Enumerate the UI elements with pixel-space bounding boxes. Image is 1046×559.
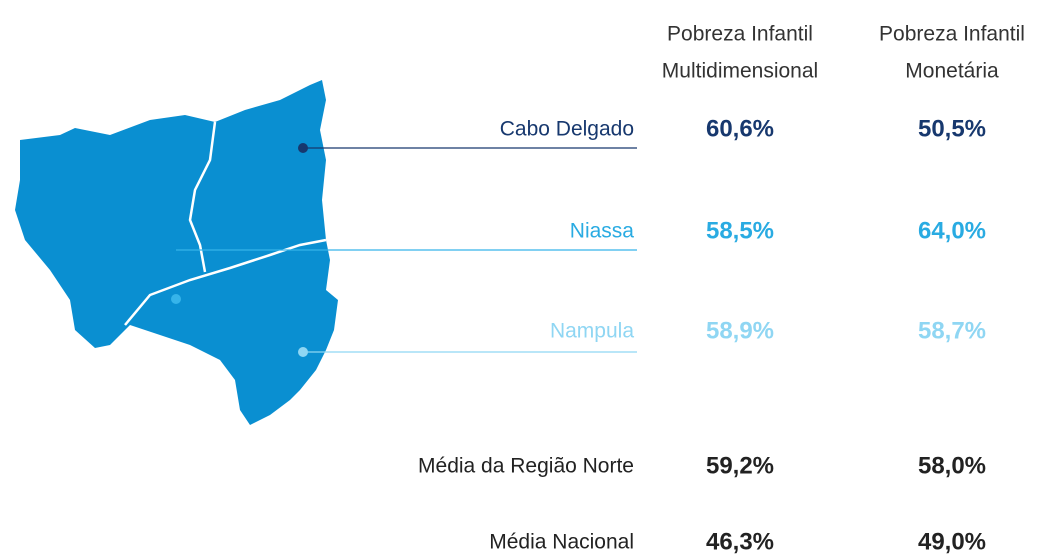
map bbox=[15, 80, 637, 425]
row-value: 58,5% bbox=[706, 217, 774, 244]
niassa-dot bbox=[171, 294, 181, 304]
row-value: 58,9% bbox=[706, 317, 774, 344]
row-value: 60,6% bbox=[706, 115, 774, 142]
column-header: Pobreza Infantil bbox=[667, 23, 813, 46]
row-label: Média da Região Norte bbox=[418, 455, 634, 478]
column-header: Monetária bbox=[905, 60, 999, 83]
row-label: Média Nacional bbox=[489, 531, 634, 554]
row-value: 59,2% bbox=[706, 452, 774, 479]
row-label: Nampula bbox=[550, 320, 634, 343]
row-value: 64,0% bbox=[918, 217, 986, 244]
row-value: 49,0% bbox=[918, 528, 986, 554]
map-shape bbox=[15, 80, 338, 425]
row-value: 46,3% bbox=[706, 528, 774, 554]
row-label: Niassa bbox=[570, 220, 635, 243]
column-header: Multidimensional bbox=[662, 60, 818, 83]
row-value: 58,0% bbox=[918, 452, 986, 479]
row-value: 50,5% bbox=[918, 115, 986, 142]
row-value: 58,7% bbox=[918, 317, 986, 344]
row-label: Cabo Delgado bbox=[500, 118, 634, 141]
column-header: Pobreza Infantil bbox=[879, 23, 1025, 46]
